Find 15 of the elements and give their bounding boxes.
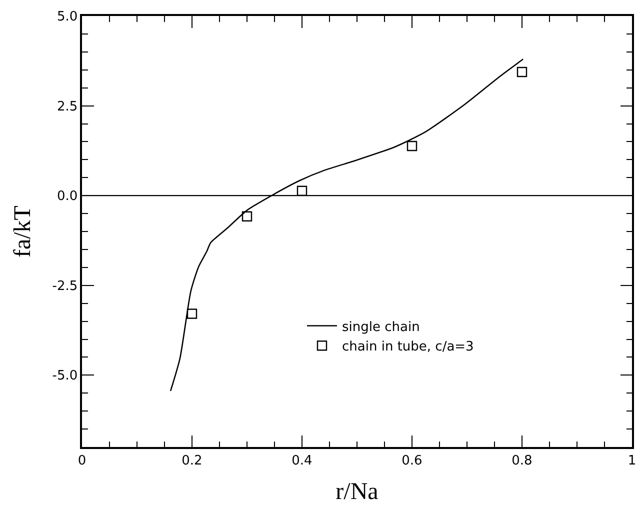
x-tick-label: 0 xyxy=(78,453,86,468)
y-tick-label: -5.0 xyxy=(52,368,78,384)
x-tick-label: 0.8 xyxy=(512,453,532,468)
x-axis-title: r/Na xyxy=(336,479,379,506)
legend-label: chain in tube, c/a=3 xyxy=(342,340,474,355)
y-tick-label: -2.5 xyxy=(52,278,78,294)
x-tick-label: 0.4 xyxy=(292,453,312,468)
y-tick-label: 5.0 xyxy=(56,10,78,25)
x-tick-label: 0.2 xyxy=(182,453,202,468)
x-tick-label: 1 xyxy=(628,453,636,468)
y-axis-title: fa/kT xyxy=(10,205,36,258)
y-tick-label: 0.0 xyxy=(56,189,78,204)
x-tick-label: 0.6 xyxy=(402,453,422,468)
legend-label: single chain xyxy=(342,320,420,335)
y-tick-label: 2.5 xyxy=(56,99,78,114)
